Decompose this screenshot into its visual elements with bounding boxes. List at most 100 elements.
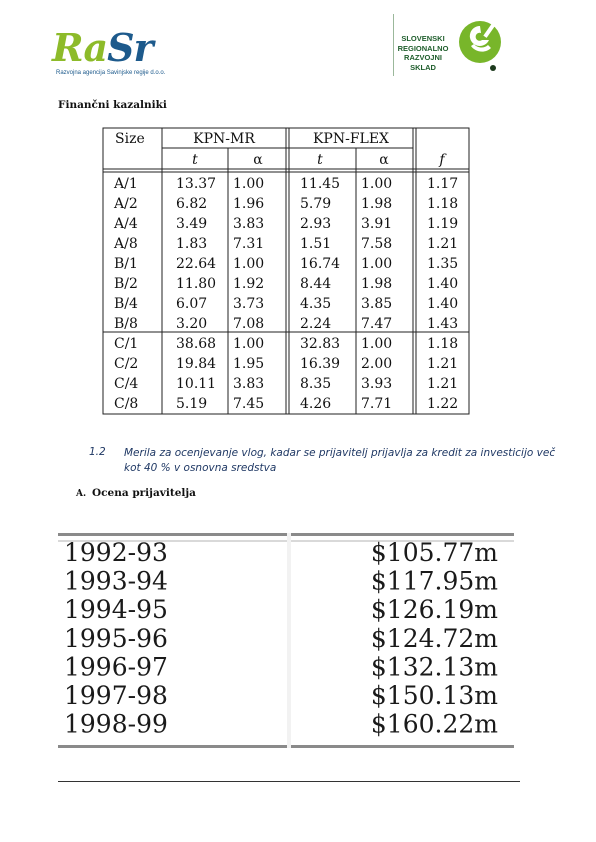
srs-logo-line: REGIONALNO [397, 43, 449, 53]
table-cell: A/8 [113, 236, 138, 252]
table-header-cell: KPN-FLEX [313, 131, 389, 147]
table-subheader-cell: f [438, 152, 447, 168]
srs-logo-line: SKLAD [410, 62, 436, 72]
srs-logo-line: SLOVENSKI [401, 34, 445, 43]
table-cell: 1.96 [233, 196, 264, 212]
table-cell: 11.45 [300, 176, 340, 192]
table-cell: 1.00 [361, 256, 392, 272]
page-heading: Finančni kazalniki [58, 99, 167, 111]
table-header-cell: KPN-MR [193, 131, 255, 147]
srs-logo-line: RAZVOJNI [404, 53, 442, 62]
table-cell: 1.98 [361, 276, 392, 292]
table-cell: A/4 [113, 216, 138, 232]
srs-logo-text: SLOVENSKI REGIONALNO RAZVOJNI SKLAD [393, 34, 453, 72]
table-cell: 2.00 [361, 356, 392, 372]
table-cell: $150.13m [371, 681, 498, 710]
table-cell: B/2 [114, 276, 138, 292]
table-cell: $132.13m [371, 652, 498, 681]
table-cell: A/2 [113, 196, 138, 212]
table-cell: 1998-99 [64, 710, 168, 739]
table-cell: 22.64 [176, 256, 216, 272]
table-cell: 3.93 [361, 376, 392, 392]
rasr-logo-subtitle: Razvojna agencija Savinjske regije d.o.o… [56, 70, 166, 76]
table-cell: 8.44 [300, 276, 331, 292]
table-cell: 7.47 [361, 316, 392, 332]
table-cell: 1.00 [361, 336, 392, 352]
table-cell: 1993-94 [64, 567, 168, 596]
table-cell: 32.83 [300, 336, 340, 352]
table-cell: 5.79 [300, 196, 331, 212]
table-cell: 16.39 [300, 356, 340, 372]
kpn-table: Size KPN-MR KPN-FLEX t α t α f A/1 13.37 1.00 11.45… [102, 127, 470, 415]
table-cell: 1.19 [427, 216, 458, 232]
rasr-logo-sr: Sr [107, 25, 153, 70]
table-cell: B/1 [114, 256, 138, 272]
table-cell: 1.00 [233, 176, 264, 192]
rasr-logo: RaSr Razvojna agencija Savinjske regije … [52, 26, 172, 80]
table-cell: 1.83 [176, 236, 207, 252]
table-cell: 1.40 [427, 296, 458, 312]
table-cell: 1.17 [427, 176, 458, 192]
table-cell: 1.18 [427, 196, 458, 212]
subsection-title: Ocena prijavitelja [92, 487, 196, 499]
table-cell: 1.35 [427, 256, 458, 272]
table-cell: C/2 [114, 356, 138, 372]
table-subheader-cell: α [379, 152, 389, 168]
table-cell: 4.35 [300, 296, 331, 312]
table-cell: 1.22 [427, 396, 458, 412]
table-cell: C/1 [114, 336, 138, 352]
table-cell: 16.74 [300, 256, 340, 272]
table-cell: 1995-96 [64, 624, 168, 653]
table-cell: 4.26 [300, 396, 331, 412]
table-cell: 3.83 [233, 216, 264, 232]
table-cell: C/4 [114, 376, 138, 392]
table-cell: 10.11 [176, 376, 216, 392]
rasr-logo-wordmark: RaSr [52, 25, 154, 70]
table-cell: 7.08 [233, 316, 264, 332]
table-cell: 1.92 [233, 276, 264, 292]
table-cell: 5.19 [176, 396, 207, 412]
table-cell: $105.77m [371, 538, 498, 567]
table-cell: 1.00 [361, 176, 392, 192]
table-subheader-cell: α [253, 152, 263, 168]
table-cell: 1.00 [233, 336, 264, 352]
table-cell: 1.51 [300, 236, 331, 252]
logo-divider [393, 14, 394, 76]
table-cell: 7.31 [233, 236, 264, 252]
table-cell: 1.21 [427, 236, 458, 252]
table-cell: 1.21 [427, 376, 458, 392]
footer-rule [58, 781, 520, 782]
table-cell: B/4 [114, 296, 138, 312]
srs-logo: SLOVENSKI REGIONALNO RAZVOJNI SKLAD [393, 14, 505, 76]
table-cell: 3.73 [233, 296, 264, 312]
table-cell: 1992-93 [64, 538, 168, 567]
table-cell: 8.35 [300, 376, 331, 392]
table-cell: 7.58 [361, 236, 392, 252]
table-cell: $160.22m [371, 710, 498, 739]
section-number: 1.2 [89, 446, 106, 458]
table-cell: 3.20 [176, 316, 207, 332]
section-title: Merila za ocenjevanje vlog, kadar se pri… [124, 447, 556, 474]
table-cell: 3.83 [233, 376, 264, 392]
table-cell: 1996-97 [64, 652, 168, 681]
table-cell: 3.85 [361, 296, 392, 312]
table-cell: 6.07 [176, 296, 207, 312]
table-cell: 1.95 [233, 356, 264, 372]
table-cell: 1.18 [427, 336, 458, 352]
table-cell: 1.00 [233, 256, 264, 272]
table-cell: 1.98 [361, 196, 392, 212]
table-cell: 11.80 [176, 276, 216, 292]
rasr-logo-ra: Ra [52, 25, 108, 70]
table-cell: 2.24 [300, 316, 331, 332]
table-cell: 1997-98 [64, 681, 168, 710]
table-cell: $124.72m [371, 624, 498, 653]
revenue-table: 1992-93 $105.77m 1993-94 $117.95m 1994-95 $12… [58, 533, 514, 748]
srs-emblem-icon [459, 21, 501, 71]
table-cell: 7.45 [233, 396, 264, 412]
table-subheader-cell: t [192, 152, 198, 168]
table-cell: 6.82 [176, 196, 207, 212]
table-cell: 1.40 [427, 276, 458, 292]
table-cell: 1.21 [427, 356, 458, 372]
table-subheader-cell: t [317, 152, 323, 168]
table-cell: 3.49 [176, 216, 207, 232]
